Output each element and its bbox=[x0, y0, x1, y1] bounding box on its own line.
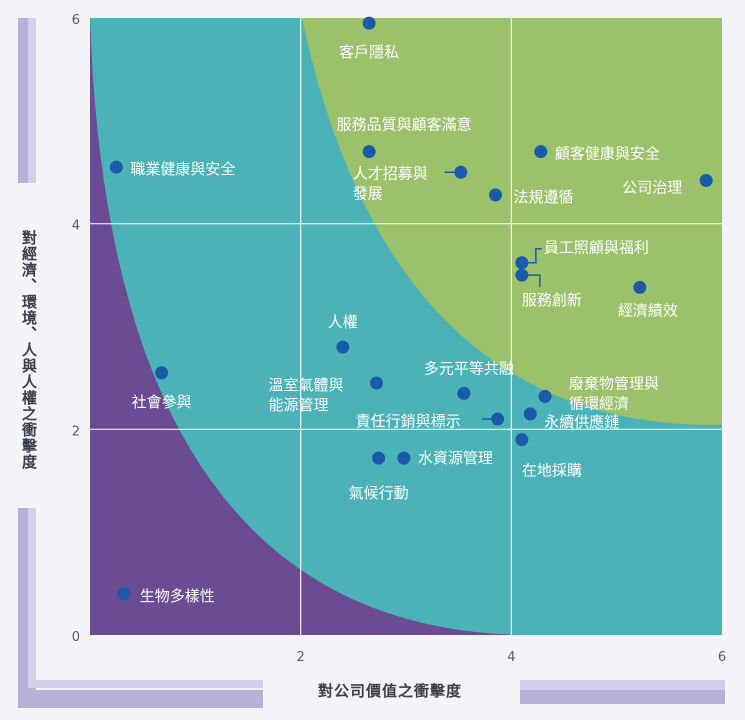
data-point bbox=[515, 256, 529, 270]
data-label: 人才招募與發展 bbox=[353, 164, 428, 202]
y-tick-label: 6 bbox=[72, 13, 80, 28]
data-label: 公司治理 bbox=[622, 178, 682, 196]
data-labels: 客戶隱私服務品質與顧客滿意顧客健康與安全人才招募與發展法規遵循 公司治理 職業健康與… bbox=[130, 43, 682, 605]
data-point bbox=[372, 451, 386, 465]
data-label: 永續供應鏈 bbox=[544, 413, 619, 431]
data-label: 經濟績效 bbox=[618, 301, 678, 319]
data-point bbox=[491, 412, 505, 426]
data-point bbox=[523, 407, 537, 421]
data-point bbox=[397, 451, 411, 465]
data-point bbox=[454, 165, 468, 179]
data-point bbox=[155, 366, 169, 380]
data-label: 員工照顧與福利 bbox=[544, 239, 649, 257]
y-tick-label: 2 bbox=[72, 424, 80, 439]
data-point bbox=[489, 188, 503, 202]
data-point bbox=[515, 268, 529, 282]
data-point bbox=[699, 173, 713, 187]
zone-high bbox=[302, 18, 722, 426]
label-connector bbox=[527, 274, 541, 288]
x-axis-title: 對公司價值之衝擊度 bbox=[317, 682, 462, 700]
x-tick-label: 2 bbox=[297, 650, 305, 665]
grid-lines bbox=[90, 18, 722, 635]
y-tick-label: 0 bbox=[72, 630, 80, 645]
data-label: 人權 bbox=[328, 313, 358, 331]
data-label: 法規遵循 bbox=[514, 188, 574, 206]
data-label: 多元平等共融 bbox=[424, 359, 514, 377]
label-connectors bbox=[444, 171, 542, 420]
data-point bbox=[534, 145, 548, 159]
data-point bbox=[362, 16, 376, 30]
data-label: 服務品質與顧客滿意 bbox=[337, 116, 472, 134]
data-label: 責任行銷與標示 bbox=[356, 412, 461, 430]
x-tick-label: 4 bbox=[507, 650, 515, 665]
x-tick-label: 6 bbox=[718, 650, 726, 665]
data-label: 職業健康與安全 bbox=[130, 160, 235, 178]
data-point bbox=[117, 587, 131, 601]
plot-area: 2 4 6 0 2 4 6 客戶隱私服務品質與顧客滿意顧客健康與安全人才招募與發展法規遵循 公… bbox=[72, 13, 726, 665]
data-label: 服務創新 bbox=[522, 291, 582, 309]
y-tick-label: 4 bbox=[72, 219, 80, 234]
data-point bbox=[370, 376, 384, 390]
data-label: 在地採購 bbox=[522, 462, 582, 480]
data-point bbox=[633, 280, 647, 294]
data-label: 客戶隱私 bbox=[339, 43, 399, 61]
data-point bbox=[538, 389, 552, 403]
label-connector bbox=[527, 247, 542, 264]
data-label: 氣候行動 bbox=[349, 484, 409, 502]
data-point bbox=[109, 160, 123, 174]
data-label: 溫室氣體與能源管理 bbox=[269, 376, 344, 414]
data-point bbox=[515, 433, 529, 447]
data-label: 顧客健康與安全 bbox=[555, 145, 660, 163]
data-point bbox=[362, 145, 376, 159]
data-point bbox=[336, 340, 350, 354]
tick-labels: 2 4 6 0 2 4 6 bbox=[72, 13, 726, 665]
data-point bbox=[457, 386, 471, 400]
data-label: 廢棄物管理與循環經濟 bbox=[569, 374, 659, 412]
data-points bbox=[109, 16, 713, 601]
frame-decoration bbox=[18, 18, 725, 708]
data-label: 生物多樣性 bbox=[140, 587, 215, 605]
data-label: 水資源管理 bbox=[418, 449, 493, 467]
data-label: 社會參與 bbox=[132, 393, 192, 411]
y-axis-title: 對經濟、環境、人與人權之衝擊度 bbox=[20, 230, 38, 470]
